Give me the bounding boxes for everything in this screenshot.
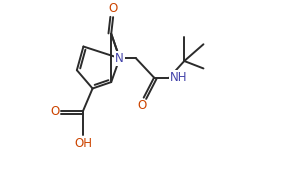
Text: O: O (51, 105, 60, 118)
Text: NH: NH (170, 71, 188, 84)
Text: O: O (137, 99, 147, 112)
Text: O: O (108, 2, 118, 15)
Text: OH: OH (74, 137, 92, 150)
Text: N: N (115, 52, 124, 65)
